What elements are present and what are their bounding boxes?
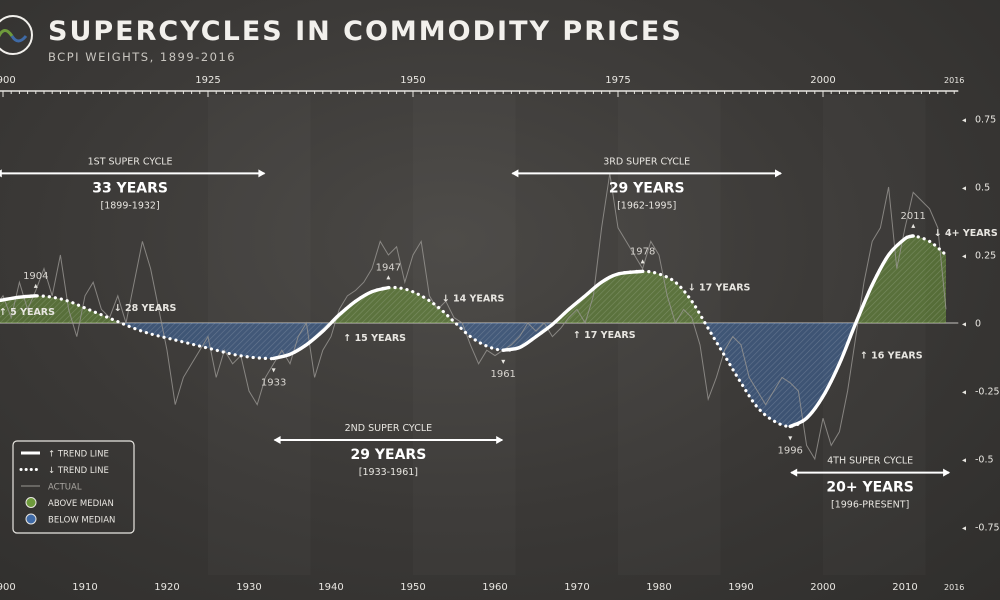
bottom-axis-label: 1990 bbox=[728, 582, 753, 593]
top-axis-label: 1975 bbox=[605, 75, 630, 86]
duration-label: ↓ 17 YEARS bbox=[688, 283, 751, 294]
legend-label: ↓ TREND LINE bbox=[48, 466, 109, 476]
duration-label: ↓ 4+ YEARS bbox=[934, 228, 998, 239]
supercycle-name: 2ND SUPER CYCLE bbox=[345, 423, 433, 434]
supercycle-arrow-left bbox=[273, 435, 281, 444]
legend-label: ↑ TREND LINE bbox=[48, 450, 109, 460]
y-tick-label: -0.75 bbox=[975, 523, 1000, 534]
turning-point-label: 1933 bbox=[261, 377, 286, 388]
y-tick-marker: ◂ bbox=[962, 320, 966, 329]
y-tick-marker: ◂ bbox=[962, 116, 966, 125]
bottom-axis-label: 1970 bbox=[564, 582, 589, 593]
supercycle-name: 3RD SUPER CYCLE bbox=[603, 156, 690, 167]
actual-series-line bbox=[0, 173, 947, 461]
top-axis-label: 1950 bbox=[400, 75, 425, 86]
bottom-axis-label: 1950 bbox=[400, 582, 425, 593]
legend-label: ABOVE MEDIAN bbox=[48, 499, 114, 509]
y-tick-label: 0.25 bbox=[975, 251, 996, 262]
top-axis-label: 2000 bbox=[810, 75, 835, 86]
turning-point-marker: ▾ bbox=[501, 357, 505, 366]
turning-point-label: 1978 bbox=[630, 246, 655, 257]
y-tick-label: 0.75 bbox=[975, 115, 996, 126]
bottom-axis-label: 1930 bbox=[236, 582, 261, 593]
duration-label: ↑ 16 YEARS bbox=[860, 351, 923, 362]
below-median-area bbox=[0, 323, 946, 427]
supercycle-arrow-right bbox=[496, 435, 504, 444]
bottom-axis-label: 2000 bbox=[810, 582, 835, 593]
bottom-axis-label: 1900 bbox=[0, 582, 16, 593]
legend-swatch-blue bbox=[25, 513, 37, 525]
bottom-axis-label: 1960 bbox=[482, 582, 507, 593]
turning-point-label: 2011 bbox=[900, 211, 925, 222]
y-tick-marker: ◂ bbox=[962, 388, 966, 397]
trend-line-up-segment bbox=[788, 234, 915, 429]
top-axis-label: 1900 bbox=[0, 75, 16, 86]
duration-label: ↑ 15 YEARS bbox=[343, 333, 406, 344]
legend-label: ACTUAL bbox=[48, 483, 82, 493]
legend-swatch-green bbox=[25, 497, 37, 508]
trend-line-up-segment bbox=[501, 269, 645, 352]
y-tick-label: 0.5 bbox=[975, 183, 990, 194]
supercycle-arrow-right bbox=[258, 169, 266, 178]
turning-point-marker: ▴ bbox=[641, 256, 645, 265]
supercycle-arrow-left bbox=[790, 468, 798, 477]
bottom-axis-label: 1910 bbox=[72, 582, 97, 593]
top-axis-label: 1925 bbox=[195, 75, 220, 86]
turning-point-marker: ▴ bbox=[386, 273, 390, 282]
turning-point-label: 1947 bbox=[376, 263, 401, 274]
turning-point-marker: ▾ bbox=[272, 365, 276, 374]
supercycle-name: 1ST SUPER CYCLE bbox=[88, 156, 173, 167]
supercycle-range: [1962-1995] bbox=[617, 200, 676, 211]
above-median-area bbox=[0, 235, 946, 323]
duration-label: ↑ 5 YEARS bbox=[0, 307, 55, 318]
bottom-axis-label: 1940 bbox=[318, 582, 343, 593]
supercycle-name: 4TH SUPER CYCLE bbox=[827, 456, 913, 467]
supercycle-duration: 20+ YEARS bbox=[826, 480, 914, 496]
bottom-axis-label: 1920 bbox=[154, 582, 179, 593]
supercycle-arrow-left bbox=[0, 169, 2, 178]
supercycle-arrow-left bbox=[511, 169, 519, 178]
turning-point-label: 1961 bbox=[490, 369, 515, 380]
bottom-axis-label: 1980 bbox=[646, 582, 671, 593]
turning-point-marker: ▴ bbox=[34, 281, 38, 290]
supercycle-arrow-right bbox=[775, 169, 782, 178]
y-tick-marker: ◂ bbox=[962, 252, 966, 261]
legend-box bbox=[12, 440, 135, 534]
trend-line-up-segment bbox=[0, 294, 38, 303]
y-tick-marker: ◂ bbox=[962, 184, 966, 193]
bottom-axis-label: 2016 bbox=[944, 583, 964, 592]
turning-point-marker: ▾ bbox=[788, 433, 792, 442]
supercycle-duration: 29 YEARS bbox=[609, 180, 685, 196]
supercycle-range: [1899-1932] bbox=[100, 200, 159, 211]
trend-line-up-segment bbox=[271, 285, 391, 361]
y-tick-label: -0.5 bbox=[975, 455, 994, 466]
duration-label: ↑ 17 YEARS bbox=[573, 330, 636, 341]
y-tick-label: 0 bbox=[975, 319, 981, 330]
supercycle-arrow-right bbox=[943, 468, 951, 477]
turning-point-marker: ▴ bbox=[911, 221, 915, 230]
y-tick-label: -0.25 bbox=[975, 387, 1000, 398]
supercycle-duration: 29 YEARS bbox=[351, 447, 427, 463]
duration-label: ↓ 28 YEARS bbox=[114, 303, 177, 314]
supercycle-range: [1996-PRESENT] bbox=[831, 500, 909, 511]
legend-label: BELOW MEDIAN bbox=[48, 516, 115, 526]
duration-label: ↓ 14 YEARS bbox=[442, 294, 505, 305]
turning-point-label: 1996 bbox=[777, 445, 802, 456]
supercycle-range: [1933-1961] bbox=[359, 467, 418, 478]
turning-point-label: 1904 bbox=[23, 271, 48, 282]
page-title: SUPERCYCLES IN COMMODITY PRICES bbox=[48, 16, 683, 47]
supercycle-duration: 33 YEARS bbox=[92, 180, 168, 196]
y-tick-marker: ◂ bbox=[962, 456, 966, 465]
y-tick-marker: ◂ bbox=[962, 524, 966, 533]
logo-icon bbox=[0, 15, 33, 55]
bottom-axis-label: 2010 bbox=[892, 582, 917, 593]
top-axis-label: 2016 bbox=[944, 76, 964, 85]
page-subtitle: BCPI WEIGHTS, 1899-2016 bbox=[48, 50, 237, 64]
